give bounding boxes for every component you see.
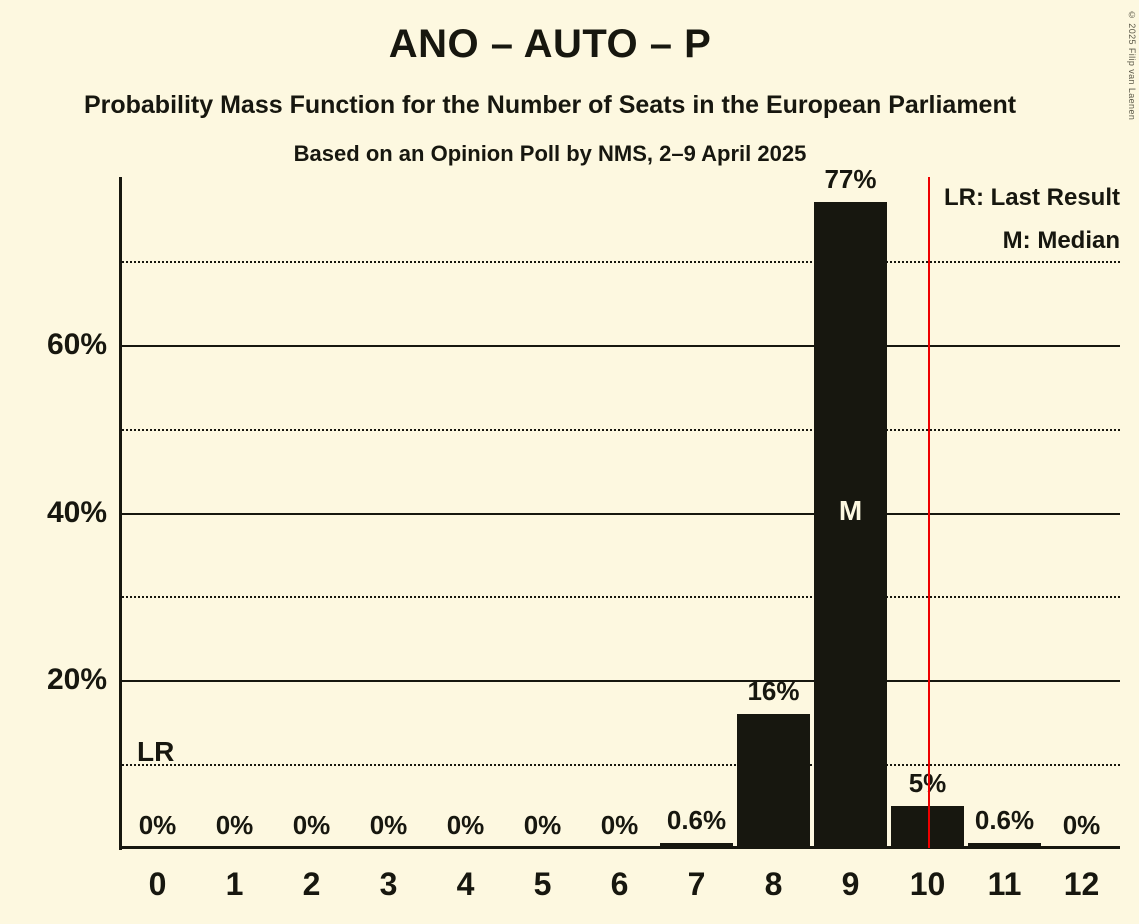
legend-item-last-result: LR: Last Result — [943, 184, 1120, 211]
bar-value-label: 16% — [747, 675, 800, 706]
x-axis-tick-label: 9 — [841, 866, 860, 902]
plot-area: 0%0%0%0%0%0%0%0.6%16%77%M5%0.6%0% — [119, 164, 1120, 848]
chart-legend: LR: Last Result M: Median — [944, 186, 1120, 253]
x-axis-tick-label: 5 — [533, 866, 552, 902]
bar-value-label: 0% — [292, 810, 331, 840]
x-axis-tick-label: 4 — [456, 866, 475, 902]
bar — [660, 842, 733, 848]
copyright-notice: © 2025 Filip van Laenen — [1127, 10, 1137, 121]
gridline-minor — [119, 596, 1120, 599]
bar-value-label: 0% — [1062, 810, 1101, 840]
bar-value-label: 0% — [138, 810, 177, 840]
x-axis-tick-label: 3 — [379, 866, 398, 902]
x-axis-tick-label: 2 — [302, 866, 321, 902]
bar-value-label: 0% — [369, 810, 408, 840]
bar — [968, 842, 1041, 848]
x-axis-tick-label: 6 — [610, 866, 629, 902]
bar — [814, 202, 887, 848]
bar-value-label: 0.6% — [974, 804, 1035, 835]
x-axis-tick-label: 1 — [225, 866, 244, 902]
x-axis-tick-label: 10 — [909, 866, 946, 902]
gridline-minor — [119, 428, 1120, 431]
chart-header: ANO – AUTO – P Probability Mass Function… — [0, 0, 1100, 165]
last-result-line — [927, 177, 930, 848]
y-axis-tick-label: 60% — [46, 327, 107, 361]
chart-source-line: Based on an Opinion Poll by NMS, 2–9 Apr… — [293, 141, 807, 166]
x-axis-tick-label: 11 — [987, 866, 1022, 902]
bar — [737, 713, 810, 848]
page-title: ANO – AUTO – P — [388, 22, 712, 66]
y-axis-tick-label: 20% — [46, 663, 107, 697]
bar-value-label: 0.6% — [666, 804, 727, 835]
bar-value-label: 0% — [446, 810, 485, 840]
bar-value-label: 0% — [600, 810, 639, 840]
bar-value-label: 0% — [523, 810, 562, 840]
bar-value-label: 0% — [215, 810, 254, 840]
x-axis-line — [119, 846, 1120, 849]
last-result-marker-label: LR — [137, 736, 175, 768]
x-axis-tick-label: 0 — [148, 866, 167, 902]
gridline-major — [119, 680, 1120, 683]
median-marker: M — [838, 494, 863, 526]
gridline-minor — [119, 260, 1120, 263]
legend-item-median: M: Median — [1002, 227, 1120, 254]
gridline-minor — [119, 764, 1120, 767]
x-axis-tick-label: 12 — [1063, 866, 1100, 902]
gridline-major — [119, 512, 1120, 515]
x-axis-tick-label: 7 — [687, 866, 706, 902]
chart-subtitle: Probability Mass Function for the Number… — [83, 91, 1017, 119]
gridline-major — [119, 344, 1120, 347]
x-axis-tick-label: 8 — [764, 866, 783, 902]
y-axis-tick-label: 40% — [46, 495, 107, 529]
bar-value-label: 77% — [824, 164, 877, 195]
